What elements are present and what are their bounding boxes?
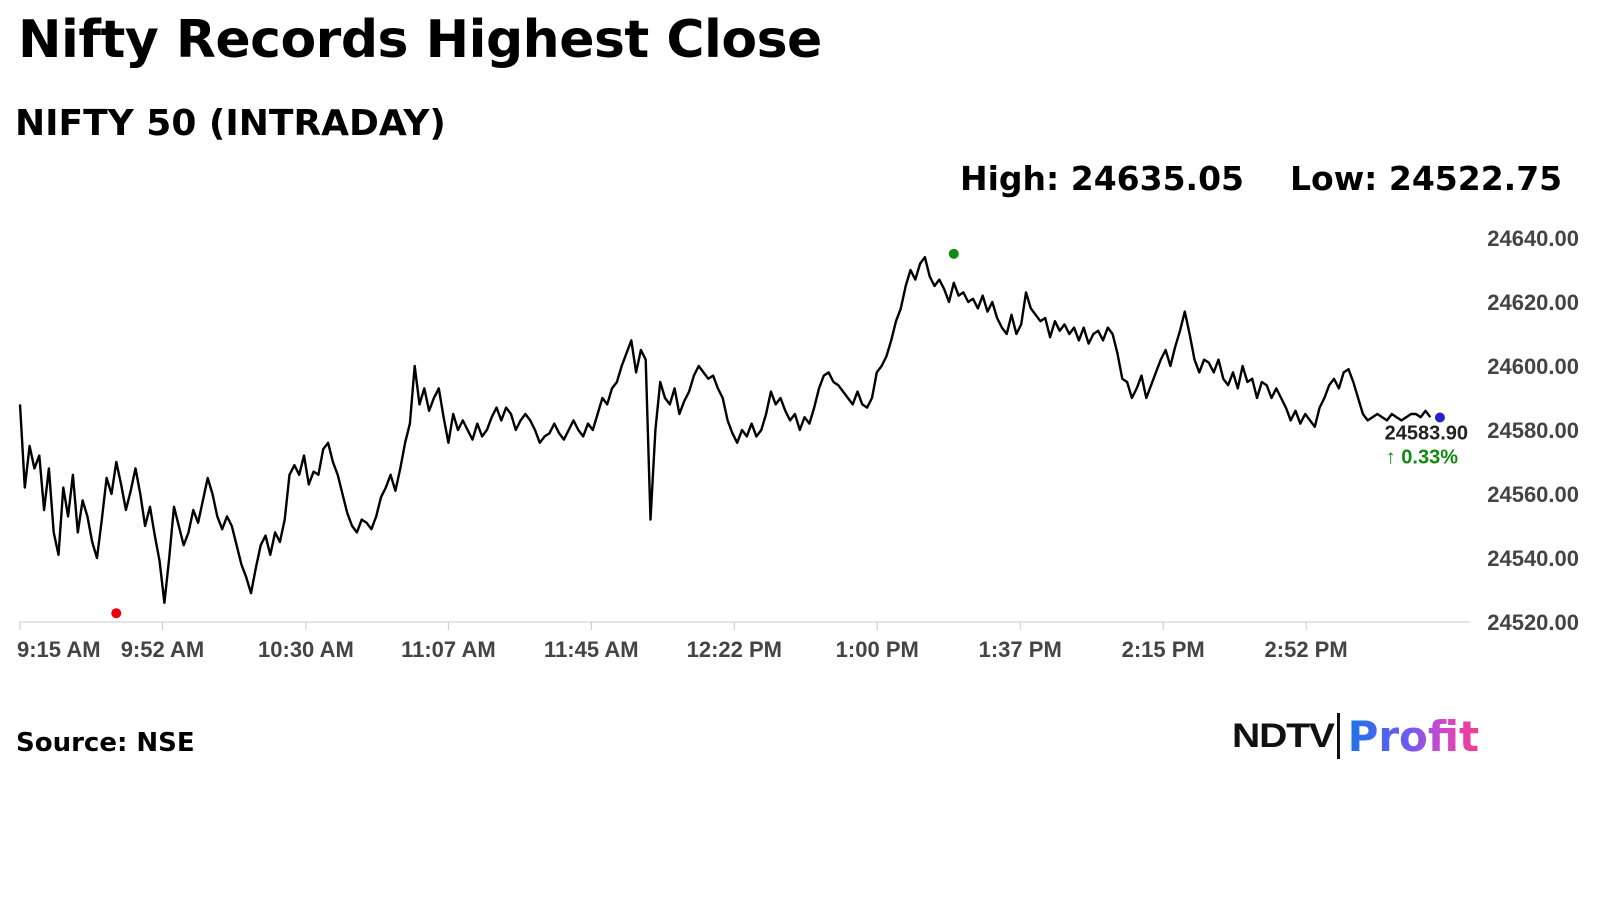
low-value: Low: 24522.75 <box>1290 159 1563 198</box>
last-price-marker <box>1434 412 1445 423</box>
x-tick-label: 12:22 PM <box>687 637 782 662</box>
x-tick-label: 2:52 PM <box>1265 637 1348 662</box>
ndtv-profit-logo: NDTV Profit <box>1232 710 1479 762</box>
chart-subtitle: NIFTY 50 (INTRADAY) <box>15 103 446 144</box>
chart-labels: 24583.90↑ 0.33% <box>1385 423 1468 469</box>
y-tick-label: 24620.00 <box>1487 290 1579 315</box>
x-tick-label: 11:07 AM <box>401 637 496 662</box>
logo-profit-text: Profit <box>1347 711 1480 761</box>
day-high-marker <box>948 248 959 259</box>
day-low-marker <box>111 608 122 619</box>
intraday-line-chart: 9:15 AM 9:52 AM 10:30 AM 11:07 AM 11:45 AM 12… <box>17 226 1579 662</box>
y-tick-label: 24520.00 <box>1487 610 1579 635</box>
logo-ndtv-text: NDTV <box>1232 716 1335 755</box>
chart-title: Nifty Records Highest Close <box>18 10 822 70</box>
x-tick-label: 1:00 PM <box>836 637 919 662</box>
x-tick-label: 2:15 PM <box>1122 637 1205 662</box>
chart-markers <box>111 248 1445 619</box>
x-tick-label: 10:30 AM <box>258 637 354 662</box>
x-tick-label: 1:37 PM <box>979 637 1062 662</box>
y-tick-label: 24600.00 <box>1487 354 1579 379</box>
y-tick-label: 24540.00 <box>1487 546 1579 571</box>
source-note: Source: NSE <box>16 728 195 758</box>
high-value: High: 24635.05 <box>960 159 1244 198</box>
change-percent-label: ↑ 0.33% <box>1386 447 1458 469</box>
price-line <box>18 256 1432 604</box>
chart-series <box>18 256 1432 604</box>
x-tick-label: 9:15 AM <box>17 637 101 662</box>
y-tick-label: 24640.00 <box>1487 226 1579 251</box>
logo-divider <box>1336 713 1340 759</box>
chart-axes: 9:15 AM 9:52 AM 10:30 AM 11:07 AM 11:45 AM 12… <box>17 226 1579 662</box>
x-tick-label: 11:45 AM <box>544 637 639 662</box>
x-tick-label: 9:52 AM <box>121 637 205 662</box>
y-tick-label: 24560.00 <box>1487 482 1579 507</box>
last-price-label: 24583.90 <box>1385 423 1468 445</box>
y-tick-label: 24580.00 <box>1487 418 1579 443</box>
